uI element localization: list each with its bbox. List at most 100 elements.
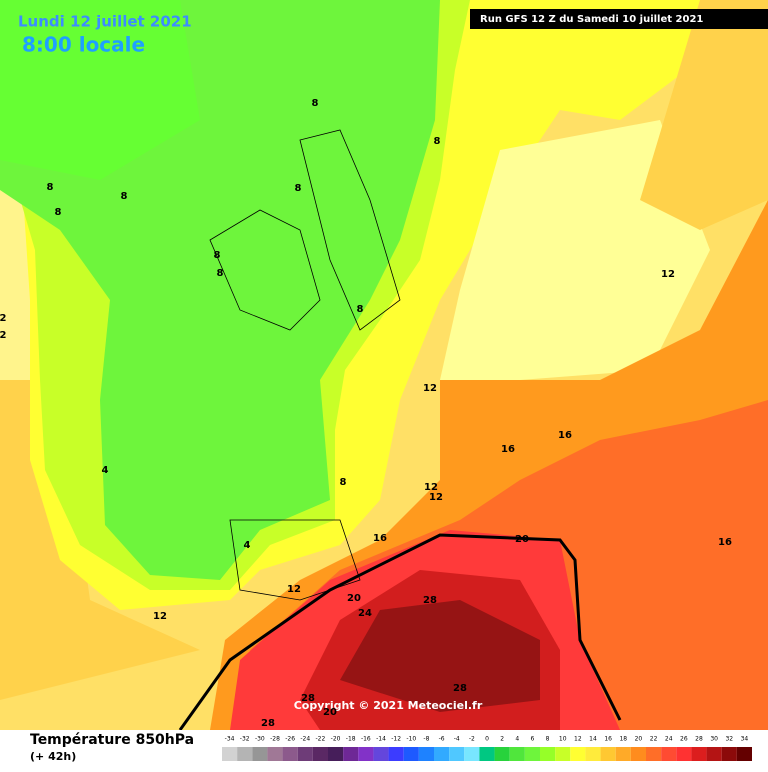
legend-swatch xyxy=(646,747,662,761)
contour-label: 8 xyxy=(217,268,224,279)
contour-label: 8 xyxy=(214,250,221,261)
footer-title: Température 850hPa xyxy=(30,732,194,748)
legend-swatch xyxy=(600,747,616,761)
contour-label: 24 xyxy=(358,608,372,619)
contour-label: 28 xyxy=(301,693,315,704)
legend-swatch xyxy=(676,747,692,761)
legend-label: -26 xyxy=(285,736,295,743)
legend-label: 16 xyxy=(604,736,612,743)
legend-swatch xyxy=(570,747,586,761)
header-date: Lundi 12 juillet 2021 xyxy=(18,13,192,31)
contour-label: 28 xyxy=(423,595,437,606)
legend-swatch xyxy=(464,747,480,761)
contour-label: 16 xyxy=(501,444,515,455)
legend-label: 2 xyxy=(500,736,504,743)
run-info: Run GFS 12 Z du Samedi 10 juillet 2021 xyxy=(480,14,703,25)
legend-label: 22 xyxy=(650,736,658,743)
legend-label: 32 xyxy=(725,736,733,743)
run-box xyxy=(470,9,768,29)
legend-label: -12 xyxy=(391,736,401,743)
legend-swatch xyxy=(434,747,450,761)
legend-label: -10 xyxy=(406,736,416,743)
region xyxy=(0,0,200,180)
legend-label: -6 xyxy=(439,736,445,743)
legend-swatch xyxy=(237,747,253,761)
contour-label: 8 xyxy=(47,182,54,193)
legend-label: 4 xyxy=(515,736,519,743)
legend-label: 10 xyxy=(559,736,567,743)
contour-label: 12 xyxy=(287,584,301,595)
legend-swatch xyxy=(373,747,389,761)
region xyxy=(640,0,768,230)
contour-label: 20 xyxy=(323,707,337,718)
legend-swatch xyxy=(403,747,419,761)
legend-label: 12 xyxy=(574,736,582,743)
legend-label: 0 xyxy=(485,736,489,743)
contour-label: 20 xyxy=(347,593,361,604)
legend-swatch xyxy=(661,747,677,761)
legend-label: 34 xyxy=(741,736,749,743)
legend-label: 14 xyxy=(589,736,597,743)
contour-label: 16 xyxy=(718,537,732,548)
legend-swatch xyxy=(297,747,313,761)
legend-swatch xyxy=(328,747,344,761)
contour-label: 12 xyxy=(429,492,443,503)
legend-label: -18 xyxy=(346,736,356,743)
contour-label: 8 xyxy=(295,183,302,194)
legend-swatch xyxy=(479,747,495,761)
legend-label: 24 xyxy=(665,736,673,743)
contour-label: 12 xyxy=(661,269,675,280)
contour-20 xyxy=(178,533,622,731)
contour-label: 16 xyxy=(373,533,387,544)
copyright: Copyright © 2021 Meteociel.fr xyxy=(294,699,483,712)
contour-label: 8 xyxy=(312,98,319,109)
contour-label: 8 xyxy=(340,477,347,488)
legend-label: 20 xyxy=(635,736,643,743)
region xyxy=(340,600,540,712)
legend-label: -30 xyxy=(255,736,265,743)
legend-label: 18 xyxy=(619,736,627,743)
legend-swatch xyxy=(267,747,283,761)
legend-label: -28 xyxy=(270,736,280,743)
contour-label: 8 xyxy=(121,191,128,202)
legend-label: 26 xyxy=(680,736,688,743)
legend-swatch xyxy=(343,747,359,761)
contour-label: 16 xyxy=(558,430,572,441)
legend-swatch xyxy=(524,747,540,761)
legend-label: -2 xyxy=(469,736,475,743)
legend-swatch xyxy=(615,747,631,761)
legend-swatch xyxy=(494,747,510,761)
legend-swatch xyxy=(252,747,268,761)
contour-label: 4 xyxy=(244,540,251,551)
contour-label: 2 xyxy=(0,313,7,324)
contour-label: 8 xyxy=(55,207,62,218)
legend-swatch xyxy=(555,747,571,761)
legend-swatch xyxy=(312,747,328,761)
legend-swatch xyxy=(509,747,525,761)
legend-swatch xyxy=(721,747,737,761)
contour-label: 2 xyxy=(0,330,7,341)
legend-swatch xyxy=(691,747,707,761)
legend-label: -14 xyxy=(376,736,386,743)
legend-swatch xyxy=(630,747,646,761)
legend-label: -4 xyxy=(454,736,460,743)
legend-swatch xyxy=(736,747,752,761)
contour-label: 20 xyxy=(515,534,529,545)
contour-label: 28 xyxy=(453,683,467,694)
legend-swatch xyxy=(222,747,238,761)
legend-swatch xyxy=(282,747,298,761)
legend-swatch xyxy=(388,747,404,761)
legend-label: -24 xyxy=(300,736,310,743)
legend-label: 6 xyxy=(531,736,535,743)
legend-label: 30 xyxy=(710,736,718,743)
contour-label: 4 xyxy=(102,465,109,476)
legend-swatch xyxy=(418,747,434,761)
legend-label: 8 xyxy=(546,736,550,743)
contour-label: 8 xyxy=(434,136,441,147)
legend-swatch xyxy=(706,747,722,761)
legend-swatch xyxy=(540,747,556,761)
legend-swatch xyxy=(358,747,374,761)
legend-label: -22 xyxy=(316,736,326,743)
